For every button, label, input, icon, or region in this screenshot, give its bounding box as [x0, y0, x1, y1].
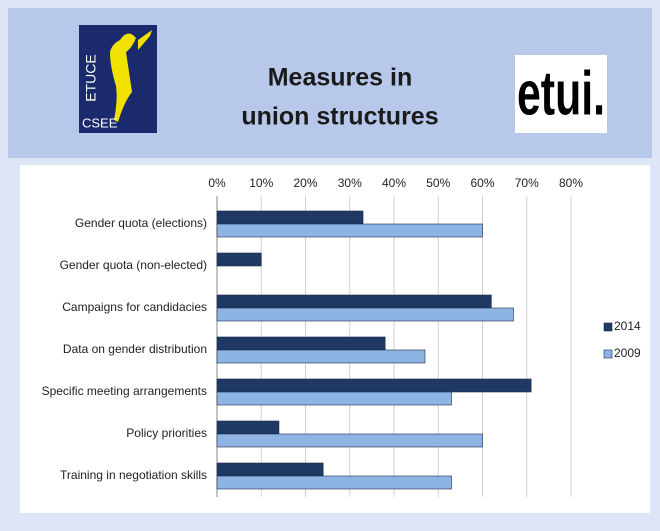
x-tick-label: 10%	[249, 176, 273, 190]
bar	[216, 433, 483, 448]
x-tick-label: 80%	[559, 176, 583, 190]
x-tick-label: 60%	[470, 176, 494, 190]
x-tick-label: 20%	[293, 176, 317, 190]
logo-text: CSEE	[82, 115, 118, 130]
bar	[216, 420, 280, 435]
bar	[216, 349, 426, 364]
y-tick-label: Campaigns for candidacies	[62, 300, 207, 314]
x-tick-label: 70%	[515, 176, 539, 190]
bar	[216, 294, 492, 309]
bar	[216, 252, 262, 267]
x-tick-label: 0%	[208, 176, 226, 190]
logo-text: ETUCE	[83, 54, 99, 101]
y-tick-label: Data on gender distribution	[63, 342, 207, 356]
legend-swatch	[603, 322, 613, 332]
y-tick-label: Training in negotiation skills	[60, 468, 207, 482]
legend-swatch	[603, 349, 613, 359]
bar	[216, 336, 386, 351]
bar	[216, 475, 452, 490]
y-tick-label: Policy priorities	[126, 426, 207, 440]
legend-label: 2014	[614, 319, 641, 333]
x-tick-label: 40%	[382, 176, 406, 190]
chart-title: Measures in	[268, 64, 413, 92]
legend-label: 2009	[614, 346, 641, 360]
etui-logo: etui.	[515, 55, 607, 133]
x-tick-label: 30%	[338, 176, 362, 190]
bar	[216, 462, 324, 477]
logo-text: etui.	[517, 59, 605, 128]
logo-figure	[110, 30, 152, 122]
x-tick-label: 50%	[426, 176, 450, 190]
logo-box	[515, 55, 607, 133]
y-tick-label: Gender quota (elections)	[75, 216, 207, 230]
bar	[216, 378, 532, 393]
bar	[216, 210, 364, 225]
etuce-logo: ETUCE CSEE	[79, 25, 157, 133]
y-tick-label: Gender quota (non-elected)	[60, 258, 207, 272]
bar	[216, 391, 452, 406]
y-tick-label: Specific meeting arrangements	[42, 384, 207, 398]
bar	[216, 223, 483, 238]
chart-title: union structures	[241, 103, 438, 131]
bar	[216, 307, 514, 322]
